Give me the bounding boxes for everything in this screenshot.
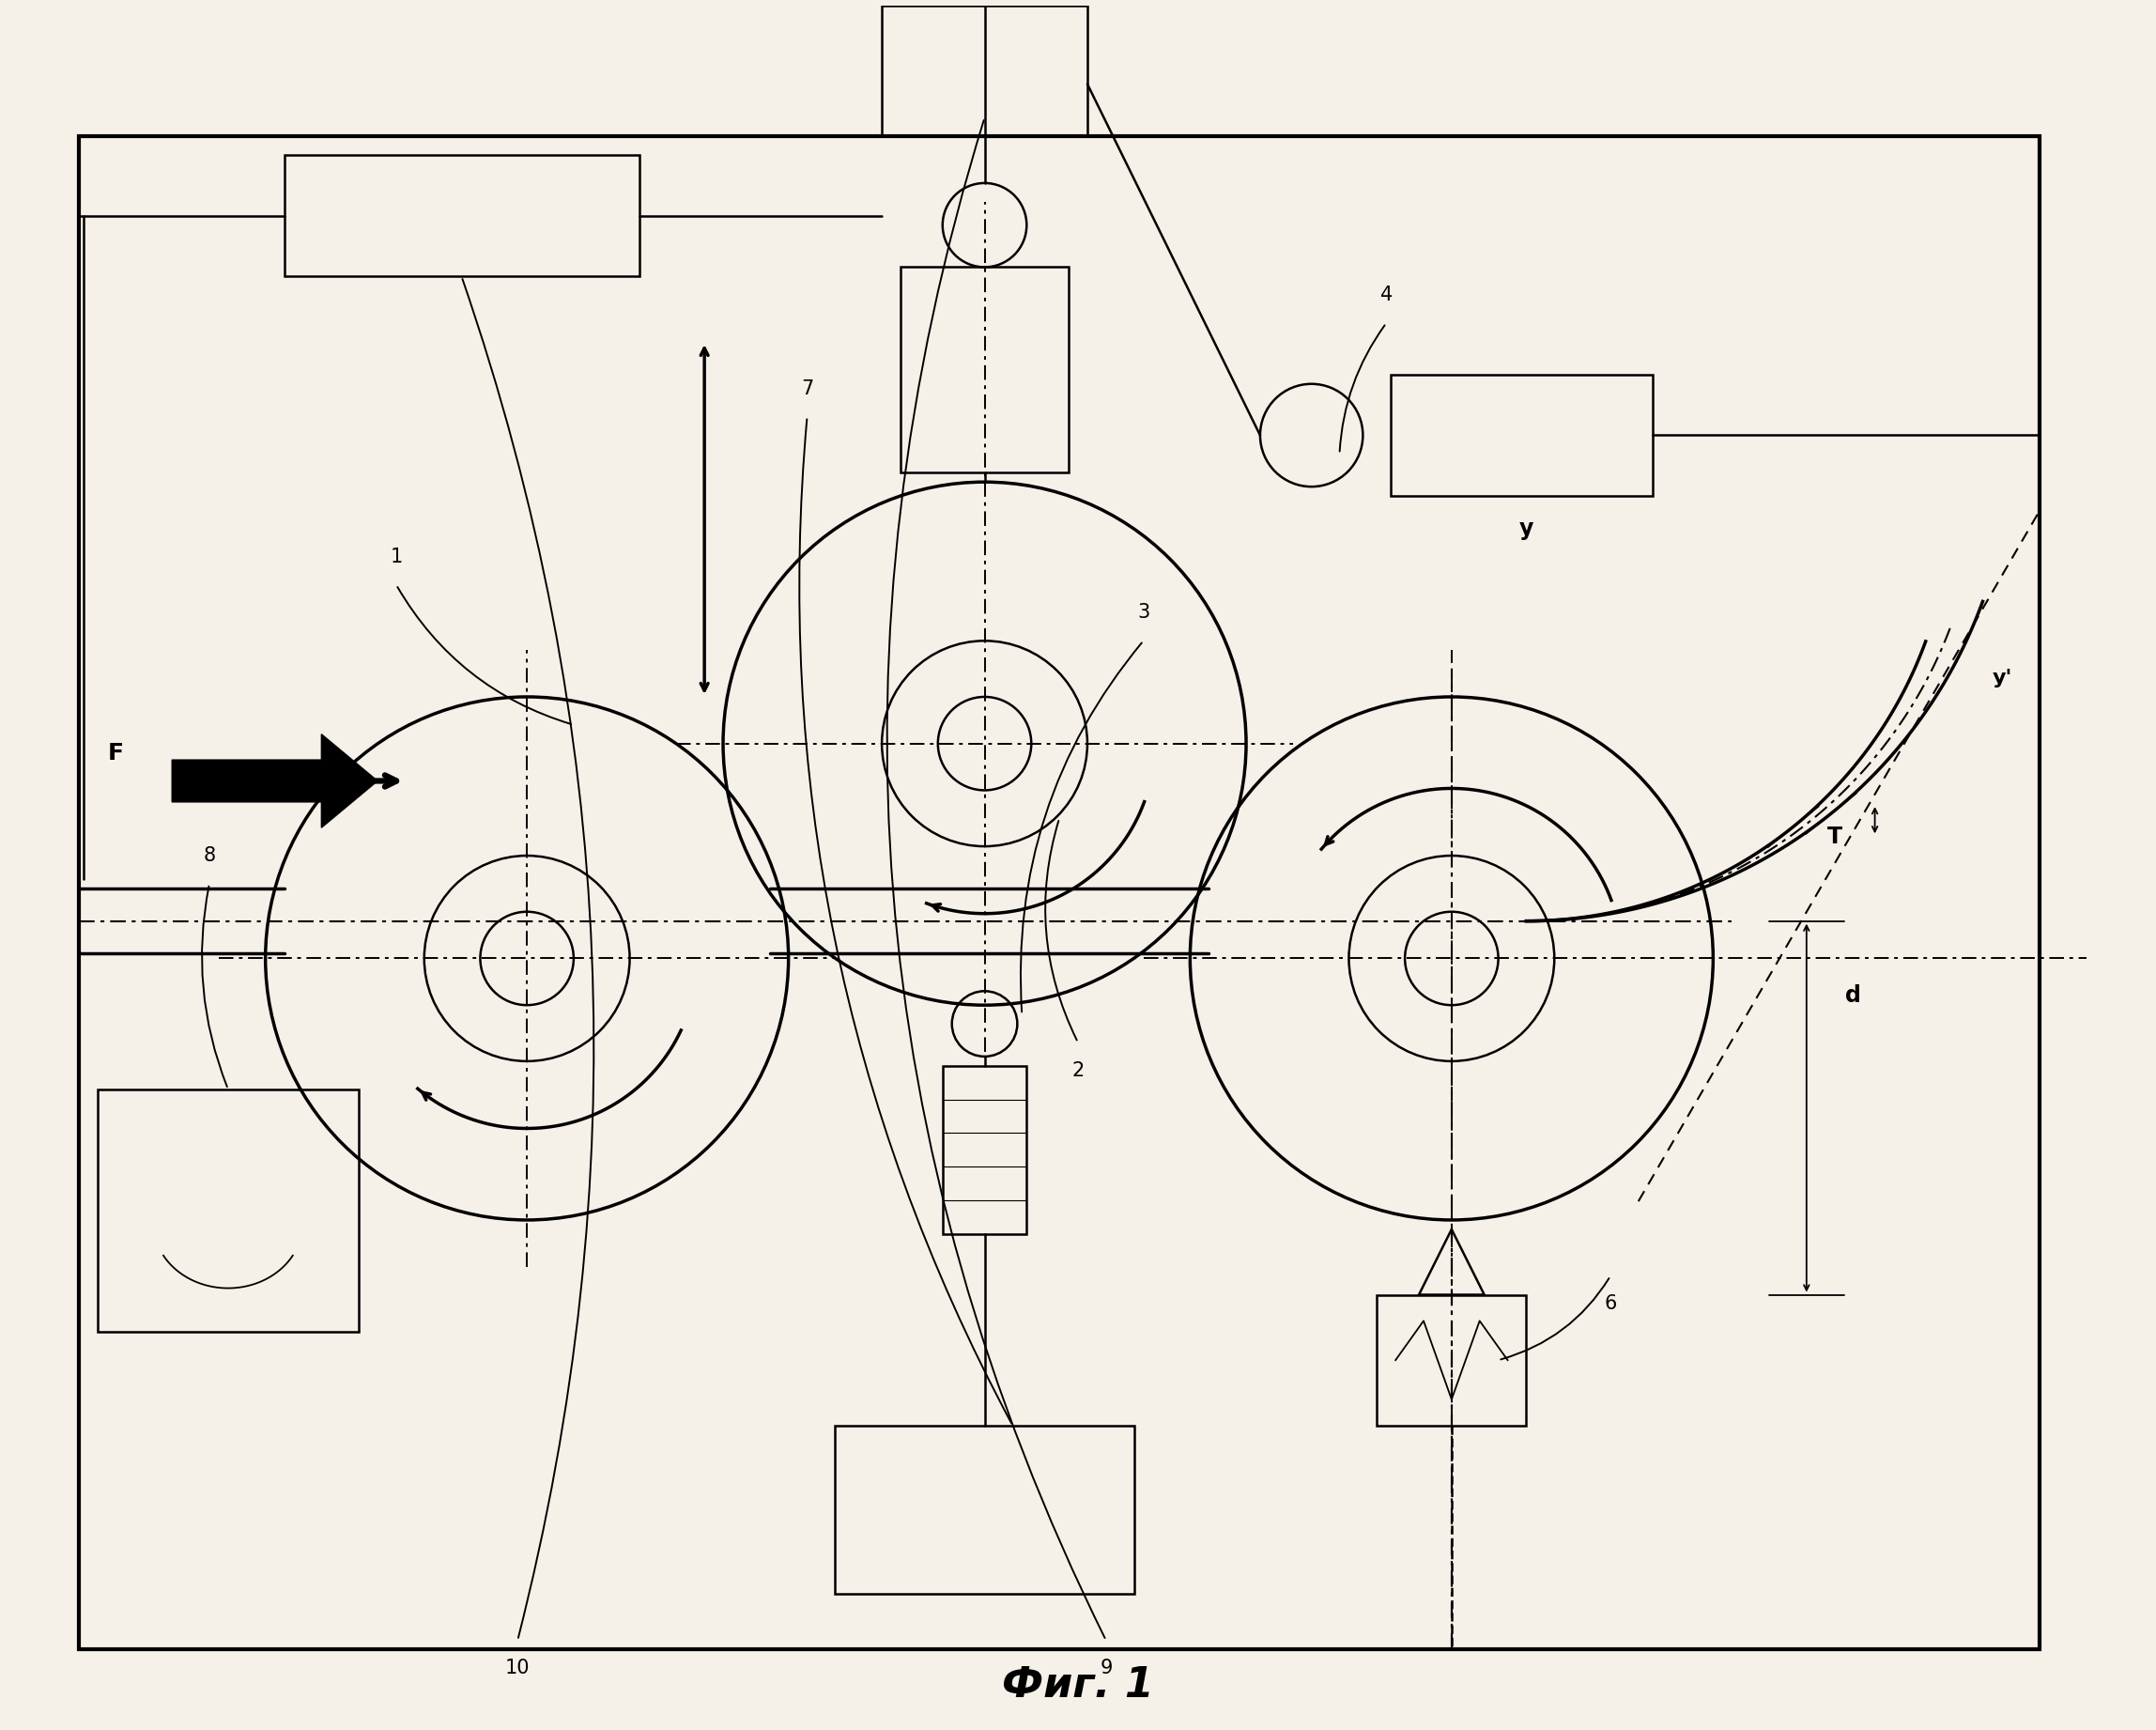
Text: y: y xyxy=(1520,517,1533,540)
Text: 1: 1 xyxy=(390,547,403,566)
Bar xyxy=(285,156,638,277)
Text: 9: 9 xyxy=(1100,1659,1112,1678)
Text: 3: 3 xyxy=(1136,604,1149,623)
Bar xyxy=(834,1426,1134,1593)
Text: 6: 6 xyxy=(1604,1294,1617,1313)
Bar xyxy=(78,137,2040,1650)
Text: d: d xyxy=(1846,984,1861,1007)
Text: 8: 8 xyxy=(203,846,216,865)
Bar xyxy=(882,5,1087,137)
Text: 7: 7 xyxy=(800,379,813,398)
Bar xyxy=(942,1066,1026,1233)
Text: 2: 2 xyxy=(1072,1060,1084,1080)
Bar xyxy=(901,266,1069,472)
Text: F: F xyxy=(108,742,125,765)
Bar xyxy=(1391,375,1651,497)
Text: 10: 10 xyxy=(505,1659,530,1678)
Text: 4: 4 xyxy=(1380,285,1393,304)
FancyArrow shape xyxy=(172,734,377,827)
Bar xyxy=(97,1090,358,1332)
Text: y': y' xyxy=(1992,670,2014,687)
Bar xyxy=(1378,1294,1526,1426)
Text: T: T xyxy=(1826,825,1841,848)
Text: Фиг. 1: Фиг. 1 xyxy=(1003,1666,1153,1706)
